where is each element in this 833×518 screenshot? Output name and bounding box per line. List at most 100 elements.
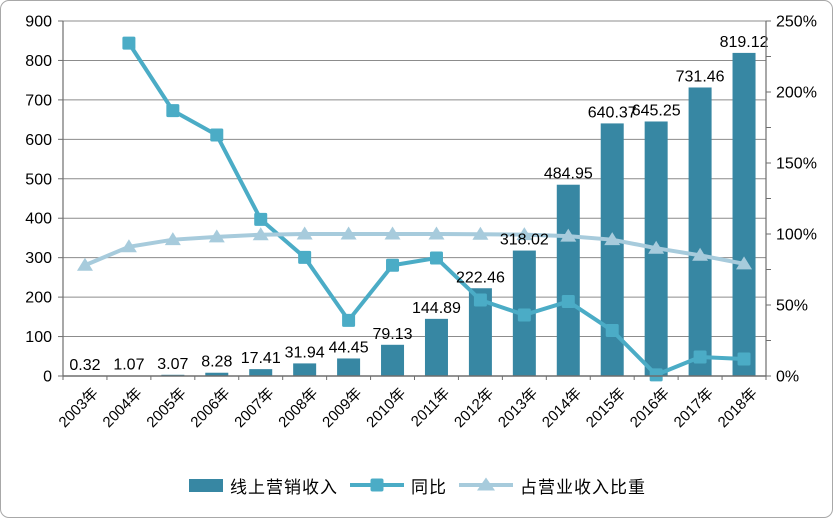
- legend-label-share: 占营业收入比重: [520, 477, 646, 497]
- right-axis-label: 100%: [776, 227, 817, 244]
- bar-swatch-icon: [189, 478, 223, 492]
- x-axis-label-2010年: 2010年: [363, 385, 409, 431]
- left-axis-label: 300: [25, 250, 52, 267]
- yoy-marker-2017年: [693, 350, 707, 364]
- bar-label-2016年: 645.25: [632, 102, 681, 119]
- yoy-marker-2006年: [210, 128, 224, 142]
- x-axis-label-2017年: 2017年: [671, 385, 717, 431]
- left-axis-label: 100: [25, 329, 52, 346]
- x-axis-label-2008年: 2008年: [275, 385, 321, 431]
- left-axis-label: 500: [25, 171, 52, 188]
- left-axis-label: 600: [25, 132, 52, 149]
- right-axis-label: 50%: [776, 298, 808, 315]
- legend-label-yoy: 同比: [411, 477, 447, 497]
- left-axis-label: 800: [25, 53, 52, 70]
- yoy-marker-2016年: [649, 368, 663, 382]
- legend-label-revenue: 线上营销收入: [230, 477, 338, 497]
- share-marker-2003年: [76, 257, 93, 271]
- yoy-marker-2010年: [386, 258, 400, 272]
- bar-2018年: [732, 52, 756, 376]
- bar-label-2011年: 144.89: [412, 300, 461, 317]
- right-axis-label: 150%: [776, 156, 817, 173]
- yoy-marker-2011年: [429, 251, 443, 265]
- bar-2012年: [468, 288, 492, 376]
- legend-item-yoy: 同比: [350, 473, 447, 498]
- x-axis-label-2013年: 2013年: [495, 385, 541, 431]
- yoy-marker-2018年: [737, 352, 751, 366]
- bar-2008年: [293, 363, 317, 376]
- bar-label-2006年: 8.28: [201, 354, 232, 371]
- chart-container: 0.32 1.07 3.07 8.28 17.41 31.94 44.45 79.13 144.…: [1, 1, 833, 461]
- bar-2007年: [249, 369, 273, 376]
- left-axis-label: 900: [25, 14, 52, 31]
- x-axis-label-2005年: 2005年: [143, 385, 189, 431]
- legend-item-revenue: 线上营销收入: [189, 473, 338, 498]
- x-axis-label-2014年: 2014年: [539, 385, 585, 431]
- bar-label-2007年: 17.41: [241, 350, 281, 367]
- yoy-marker-2009年: [342, 313, 356, 327]
- x-axis-label-2009年: 2009年: [319, 385, 365, 431]
- share-marker-2010年: [384, 226, 401, 240]
- share-marker-2016年: [648, 240, 665, 254]
- x-axis-label-2012年: 2012年: [451, 385, 497, 431]
- share-marker-2012年: [472, 226, 489, 240]
- bar-2015年: [600, 123, 624, 377]
- yoy-marker-2004年: [122, 36, 136, 50]
- bar-2009年: [337, 358, 361, 376]
- bar-label-2008年: 31.94: [285, 344, 325, 361]
- left-axis-label: 700: [25, 92, 52, 109]
- bar-label-2010年: 79.13: [373, 326, 413, 343]
- bar-label-2003年: 0.32: [69, 357, 100, 374]
- yoy-marker-2013年: [517, 308, 531, 322]
- share-marker-2011年: [428, 226, 445, 240]
- share-marker-2009年: [340, 226, 357, 240]
- x-axis-label-2007年: 2007年: [231, 385, 277, 431]
- yoy-marker-2015年: [605, 324, 619, 338]
- share-marker-2007年: [252, 227, 269, 241]
- legend-item-share: 占营业收入比重: [459, 473, 646, 498]
- share-marker-2004年: [120, 239, 137, 253]
- share-marker-2015年: [604, 232, 621, 246]
- yoy-marker-2012年: [473, 293, 487, 307]
- chart-legend: 线上营销收入 同比 占营业收入比重: [1, 467, 833, 503]
- x-axis-label-2015年: 2015年: [583, 385, 629, 431]
- x-axis-label-2011年: 2011年: [408, 385, 453, 430]
- yoy-marker-2008年: [298, 250, 312, 264]
- x-axis-label-2006年: 2006年: [187, 385, 233, 431]
- bar-label-2017年: 731.46: [676, 68, 725, 85]
- share-marker-2006年: [208, 229, 225, 243]
- yoy-marker-2014年: [561, 294, 575, 308]
- share-marker-2005年: [164, 232, 181, 246]
- bar-label-2005年: 3.07: [157, 356, 188, 373]
- share-marker-2018年: [736, 256, 753, 270]
- right-axis-label: 200%: [776, 85, 817, 102]
- bar-2011年: [424, 318, 448, 376]
- bar-label-2012年: 222.46: [456, 269, 505, 286]
- x-axis-label-2016年: 2016年: [627, 385, 673, 431]
- bar-label-2013年: 318.02: [500, 232, 549, 249]
- x-axis-label-2018年: 2018年: [715, 385, 761, 431]
- left-axis-label: 400: [25, 211, 52, 228]
- bar-2006年: [205, 372, 229, 376]
- left-axis-label: 0: [43, 369, 52, 386]
- yoy-marker-2005年: [166, 104, 180, 118]
- left-axis-label: 200: [25, 290, 52, 307]
- x-axis-label-2004年: 2004年: [100, 385, 146, 431]
- share-marker-2014年: [560, 228, 577, 242]
- bar-label-2004年: 1.07: [113, 357, 144, 374]
- right-axis-label: 250%: [776, 14, 817, 31]
- right-axis-label: 0%: [776, 369, 799, 386]
- share-marker-2008年: [296, 226, 313, 240]
- bar-label-2015年: 640.37: [588, 104, 637, 121]
- bar-2014年: [556, 184, 580, 376]
- bar-label-2009年: 44.45: [329, 339, 369, 356]
- bar-2010年: [381, 344, 405, 376]
- bar-2017年: [688, 87, 712, 376]
- share-marker-2013年: [516, 227, 533, 241]
- bar-label-2018年: 819.12: [720, 34, 769, 51]
- share-line: [84, 232, 745, 268]
- share-marker-2017年: [692, 247, 709, 261]
- x-axis-label-2003年: 2003年: [56, 385, 102, 431]
